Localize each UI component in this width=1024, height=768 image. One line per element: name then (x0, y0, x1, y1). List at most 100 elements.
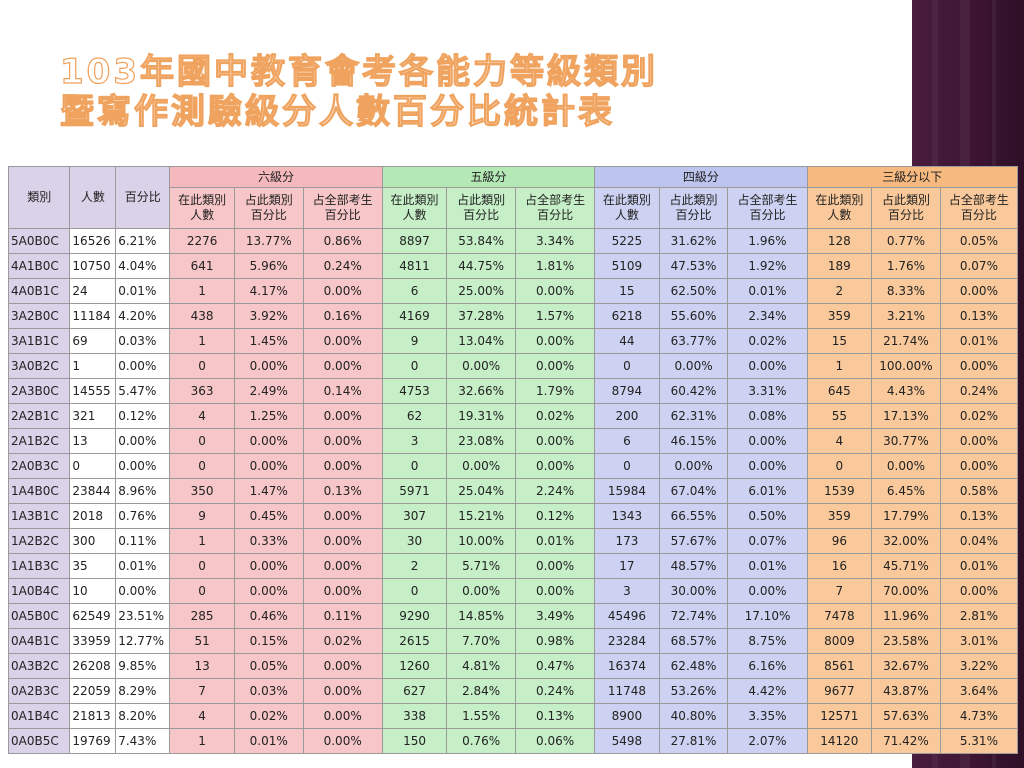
cell-g5-count: 307 (381, 503, 448, 529)
cell-percent: 23.51% (115, 603, 171, 629)
cell-percent: 0.00% (115, 353, 171, 379)
cell-g6-count: 51 (169, 628, 235, 654)
cell-g3-category-percent: 1.76% (871, 253, 941, 279)
cell-g3-overall-percent: 0.00% (939, 428, 1019, 454)
cell-g6-count: 1 (169, 328, 235, 354)
cell-g6-category-percent: 4.17% (233, 278, 304, 304)
cell-g5-count: 5971 (381, 478, 448, 504)
table-row: 1A3B1C 2018 0.76% 9 0.45% 0.00% 307 15.21% 0.12%… (7, 503, 1019, 529)
cell-g4-count: 5498 (594, 728, 660, 754)
cell-count: 22059 (69, 678, 117, 704)
cell-g3-count: 55 (806, 403, 873, 429)
cell-g6-count: 13 (169, 653, 235, 679)
cell-g6-overall-percent: 0.00% (302, 278, 383, 304)
cell-g5-count: 9 (381, 328, 448, 354)
cell-g5-category-percent: 15.21% (446, 503, 516, 529)
cell-g6-overall-percent: 0.16% (302, 303, 383, 329)
cell-g6-overall-percent: 0.00% (302, 578, 383, 604)
table-row: 1A1B3C 35 0.01% 0 0.00% 0.00% 2 5.71% 0.00% 17 48.… (7, 553, 1019, 579)
cell-count: 23844 (69, 478, 117, 504)
table-row: 2A1B2C 13 0.00% 0 0.00% 0.00% 3 23.08% 0.00% 6 46.… (7, 428, 1019, 454)
cell-g6-category-percent: 0.00% (233, 453, 304, 479)
cell-g6-category-percent: 0.02% (233, 703, 304, 729)
cell-g4-category-percent: 62.50% (658, 278, 729, 304)
table-row: 1A0B4C 10 0.00% 0 0.00% 0.00% 0 0.00% 0.00% 3 30.0… (7, 578, 1019, 604)
cell-category: 1A0B4C (7, 578, 71, 604)
cell-category: 3A2B0C (7, 303, 71, 329)
cell-g4-count: 15984 (594, 478, 660, 504)
cell-g3-count: 8561 (806, 653, 873, 679)
subheader-g3-category-percent: 占此類別 百分比 (871, 187, 941, 229)
cell-g3-overall-percent: 0.13% (939, 503, 1019, 529)
subheader-g0-overall-percent: 占全部考生 百分比 (302, 187, 383, 229)
table-row: 0A0B5C 19769 7.43% 1 0.01% 0.00% 150 0.76% 0.06%… (7, 728, 1019, 754)
cell-g4-count: 3 (594, 578, 660, 604)
cell-g6-overall-percent: 0.14% (302, 378, 383, 404)
header-group-4: 四級分 (594, 166, 808, 188)
cell-g4-category-percent: 53.26% (658, 678, 729, 704)
cell-g4-overall-percent: 1.92% (727, 253, 808, 279)
cell-percent: 9.85% (115, 653, 171, 679)
table-row: 1A4B0C 23844 8.96% 350 1.47% 0.13% 5971 25.04% 2… (7, 478, 1019, 504)
cell-g3-overall-percent: 0.00% (939, 578, 1019, 604)
cell-g3-overall-percent: 2.81% (939, 603, 1019, 629)
cell-g3-overall-percent: 4.73% (939, 703, 1019, 729)
cell-g4-overall-percent: 3.31% (727, 378, 808, 404)
cell-g3-category-percent: 23.58% (871, 628, 941, 654)
cell-g4-count: 23284 (594, 628, 660, 654)
cell-percent: 0.76% (115, 503, 171, 529)
cell-g6-count: 0 (169, 453, 235, 479)
cell-g5-category-percent: 5.71% (446, 553, 516, 579)
cell-g5-category-percent: 13.04% (446, 328, 516, 354)
header-group-5: 五級分 (381, 166, 596, 188)
subheader-g3-overall-percent: 占全部考生 百分比 (939, 187, 1019, 229)
cell-g4-category-percent: 55.60% (658, 303, 729, 329)
cell-g4-count: 45496 (594, 603, 660, 629)
cell-count: 10750 (69, 253, 117, 279)
cell-g5-count: 150 (381, 728, 448, 754)
cell-category: 1A2B2C (7, 528, 71, 554)
cell-g3-count: 1 (806, 353, 873, 379)
header-count: 人數 (69, 166, 117, 229)
cell-g4-overall-percent: 17.10% (727, 603, 808, 629)
cell-g5-count: 2 (381, 553, 448, 579)
cell-count: 0 (69, 453, 117, 479)
cell-g3-count: 16 (806, 553, 873, 579)
cell-g6-overall-percent: 0.11% (302, 603, 383, 629)
table-row: 3A2B0C 11184 4.20% 438 3.92% 0.16% 4169 37.28% 1… (7, 303, 1019, 329)
cell-g4-count: 15 (594, 278, 660, 304)
cell-g5-count: 4811 (381, 253, 448, 279)
cell-g6-count: 438 (169, 303, 235, 329)
cell-g5-overall-percent: 0.00% (514, 353, 596, 379)
cell-g4-category-percent: 57.67% (658, 528, 729, 554)
cell-g5-count: 9290 (381, 603, 448, 629)
cell-count: 14555 (69, 378, 117, 404)
cell-g3-category-percent: 70.00% (871, 578, 941, 604)
cell-g4-count: 16374 (594, 653, 660, 679)
cell-g5-category-percent: 37.28% (446, 303, 516, 329)
cell-g5-count: 1260 (381, 653, 448, 679)
table-row: 0A1B4C 21813 8.20% 4 0.02% 0.00% 338 1.55% 0.13%… (7, 703, 1019, 729)
cell-g5-overall-percent: 0.24% (514, 678, 596, 704)
cell-g4-count: 6 (594, 428, 660, 454)
cell-g4-category-percent: 40.80% (658, 703, 729, 729)
cell-g4-category-percent: 46.15% (658, 428, 729, 454)
cell-g4-overall-percent: 0.00% (727, 453, 808, 479)
cell-g3-count: 1539 (806, 478, 873, 504)
statistics-table: 類別 人數 百分比 六級分 五級分 四級分 三級分以下 在此類別 人數 占此類別 … (7, 166, 1019, 754)
cell-count: 10 (69, 578, 117, 604)
cell-g4-count: 8794 (594, 378, 660, 404)
cell-g6-category-percent: 5.96% (233, 253, 304, 279)
cell-g5-category-percent: 23.08% (446, 428, 516, 454)
cell-g5-category-percent: 4.81% (446, 653, 516, 679)
cell-g6-category-percent: 0.03% (233, 678, 304, 704)
cell-g6-count: 0 (169, 353, 235, 379)
cell-g4-count: 200 (594, 403, 660, 429)
cell-percent: 6.21% (115, 228, 171, 254)
table-body: 5A0B0C 16526 6.21% 2276 13.77% 0.86% 8897 53.84… (7, 228, 1019, 754)
cell-g5-overall-percent: 0.00% (514, 328, 596, 354)
cell-g6-category-percent: 0.46% (233, 603, 304, 629)
cell-g4-category-percent: 47.53% (658, 253, 729, 279)
cell-g5-category-percent: 44.75% (446, 253, 516, 279)
cell-g3-overall-percent: 0.58% (939, 478, 1019, 504)
